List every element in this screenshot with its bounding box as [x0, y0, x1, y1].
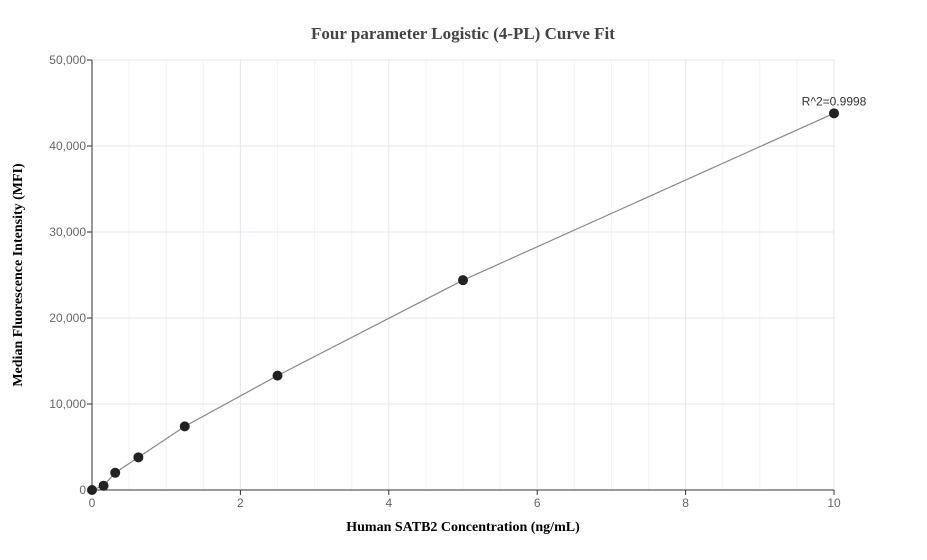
- y-tick-label: 30,000: [49, 225, 86, 239]
- y-tick-label: 10,000: [49, 397, 86, 411]
- chart-title: Four parameter Logistic (4-PL) Curve Fit: [311, 24, 615, 43]
- y-tick-labels: 0 10,000 20,000 30,000 40,000 50,000: [49, 53, 92, 497]
- x-tick-label: 10: [827, 496, 841, 510]
- x-tick-label: 8: [682, 496, 689, 510]
- x-tick-label: 2: [237, 496, 244, 510]
- annotations: R^2=0.9998: [802, 94, 867, 108]
- data-point: [272, 370, 283, 381]
- data-point: [458, 275, 468, 286]
- data-point: [110, 467, 121, 478]
- y-tick-label: 50,000: [49, 53, 86, 67]
- data-point: [98, 480, 109, 491]
- y-tick-label: 20,000: [49, 311, 86, 325]
- y-axis-title: Median Fluorescence Intensity (MFI): [11, 163, 26, 387]
- grid: [91, 59, 835, 491]
- data-point: [87, 485, 97, 495]
- y-tick-label: 40,000: [49, 139, 86, 153]
- x-tick-label: 4: [385, 496, 392, 510]
- x-tick-label: 0: [89, 496, 96, 510]
- axes: [91, 60, 834, 491]
- x-tick-labels: 0 2 4 6 8 10: [89, 490, 841, 510]
- x-tick-label: 6: [534, 496, 541, 510]
- y-tick-label: 0: [79, 483, 86, 497]
- data-point: [829, 108, 839, 119]
- data-point: [133, 452, 144, 463]
- x-axis-title: Human SATB2 Concentration (ng/mL): [346, 520, 580, 535]
- r-squared-annotation: R^2=0.9998: [802, 94, 867, 108]
- data-points: [87, 108, 839, 495]
- data-point: [179, 421, 190, 432]
